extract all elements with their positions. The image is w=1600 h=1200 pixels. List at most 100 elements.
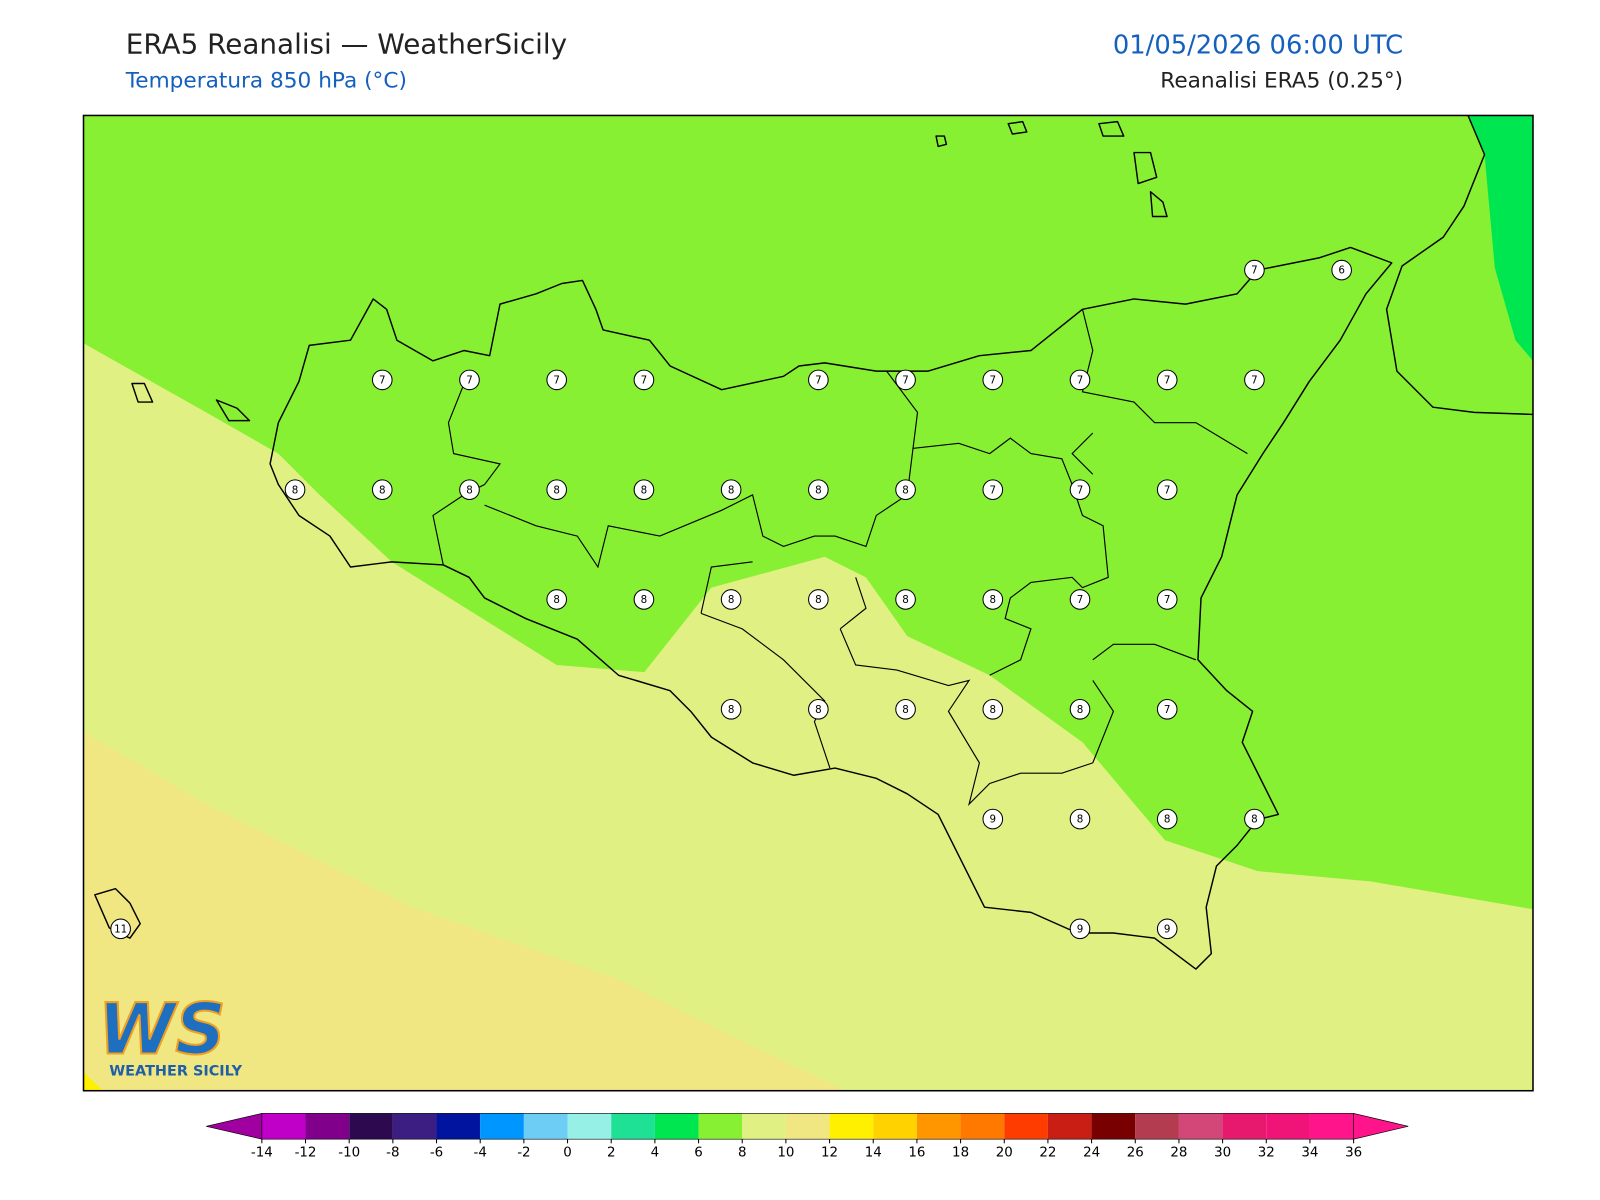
map-frame [82,114,1534,1092]
station-marker [459,479,480,500]
colorbar-tick-label: -14 [251,1146,273,1161]
station-value: 7 [902,375,909,387]
station-marker [720,479,742,500]
colorbar-segment [960,1113,1005,1140]
source: Reanalisi ERA5 (0.25°) [1160,69,1403,94]
colorbar-segment [916,1113,961,1140]
station-value: 8 [728,704,735,716]
station-marker [808,698,829,720]
colorbar-segment [785,1113,830,1140]
colorbar-tick-label: 2 [607,1146,616,1161]
station-marker [1069,589,1091,610]
colorbar-segment [567,1113,612,1140]
colorbar-segment [480,1113,524,1140]
colorbar-tick-label: 22 [1039,1146,1056,1161]
colorbar-tick-label: -8 [386,1146,399,1161]
colorbar-segment [611,1113,655,1140]
colorbar-segment [829,1113,874,1140]
station-value: 8 [466,484,473,496]
station-value: 8 [1077,814,1084,826]
colorbar-tick-label: 18 [952,1146,969,1161]
station-marker [1331,259,1352,281]
station-value: 8 [815,704,822,716]
station-value: 8 [553,594,560,606]
colorbar-segment [1222,1113,1267,1140]
calabria-coast [1385,115,1533,416]
colorbar-segment [654,1113,699,1140]
colorbar-tick-label: 16 [908,1146,925,1161]
station-value: 8 [379,484,386,496]
station-value: 8 [728,484,735,496]
colorbar-tick-label: 14 [865,1146,882,1161]
station-marker [1069,698,1091,720]
colorbar-segment [261,1113,306,1140]
station-marker [110,918,131,940]
colorbar-tick-label: 28 [1170,1146,1187,1161]
station-value: 7 [1077,375,1084,387]
station-value: 8 [553,484,560,496]
station-marker [1156,918,1178,940]
station-value: 7 [1164,594,1171,606]
colorbar-tick-label: 6 [694,1146,703,1161]
station-marker [808,369,829,391]
field-12-14 [83,1072,104,1091]
station-value: 8 [990,704,997,716]
station-marker [982,698,1004,720]
sicily-coast [269,246,1393,970]
map-area [83,115,1533,1091]
station-value: 8 [902,484,909,496]
station-value: 7 [1077,484,1084,496]
province-borders [432,309,1248,806]
colorbar-tick-label: -6 [430,1146,443,1161]
station-value: 8 [1164,814,1171,826]
colorbar-tick-label: 8 [738,1146,747,1161]
station-value: 8 [728,594,735,606]
colorbar-tick-label: 20 [996,1146,1013,1161]
colorbar-tick-label: 0 [563,1146,572,1161]
station-value: 7 [379,375,386,387]
station-marker [546,479,568,500]
colorbar-segment [305,1113,350,1140]
colorbar-outline [261,1113,1354,1140]
field-10-12 [83,731,846,1091]
station-marker [546,369,568,391]
station-value: 6 [1338,265,1345,277]
station-marker [633,589,655,610]
colorbar-segment [349,1113,393,1140]
colorbar-segment [523,1113,568,1140]
station-marker [1156,589,1178,610]
colorbar: -14 -12 -10 -8 -6 -4 -2 0 2 4 6 8 10 12 14 16 18 20 22 24 26… [206,1113,1409,1161]
colorbar-tick-label: 30 [1214,1146,1231,1161]
logo: WS WEATHER SICILY [97,988,243,1080]
station-value: 7 [990,375,997,387]
station-marker [982,369,1004,391]
station-labels: 7 6 7 7 7 7 7 7 7 7 7 7 8 8 8 8 8 8 8 8 7 7 7 8 8 8 8 8 8 7 7 8 8 8 8 8 7 9 8 8… [110,259,1352,940]
station-value: 8 [902,594,909,606]
station-value: 7 [990,484,997,496]
station-marker [546,589,568,610]
station-value: 7 [1077,594,1084,606]
station-value: 9 [990,814,997,826]
station-value: 8 [815,484,822,496]
station-marker [895,589,916,610]
station-value: 8 [1077,704,1084,716]
station-marker [1069,369,1091,391]
title: ERA5 Reanalisi — WeatherSicily [126,28,567,61]
station-value: 7 [1164,704,1171,716]
station-value: 7 [815,375,822,387]
station-value: 7 [1251,265,1258,277]
station-marker [1069,808,1091,830]
station-marker [720,589,742,610]
colorbar-tick-label: 26 [1127,1146,1144,1161]
station-marker [1069,479,1091,500]
station-value: 8 [292,484,299,496]
colorbar-tick-label: 32 [1258,1146,1275,1161]
colorbar-under [206,1113,263,1140]
field-8-10 [83,343,1533,1091]
colorbar-segment [742,1113,786,1140]
colorbar-tick-label: 10 [777,1146,794,1161]
colorbar-tick-label: -2 [517,1146,530,1161]
station-marker [633,369,655,391]
colorbar-segment [1004,1113,1048,1140]
